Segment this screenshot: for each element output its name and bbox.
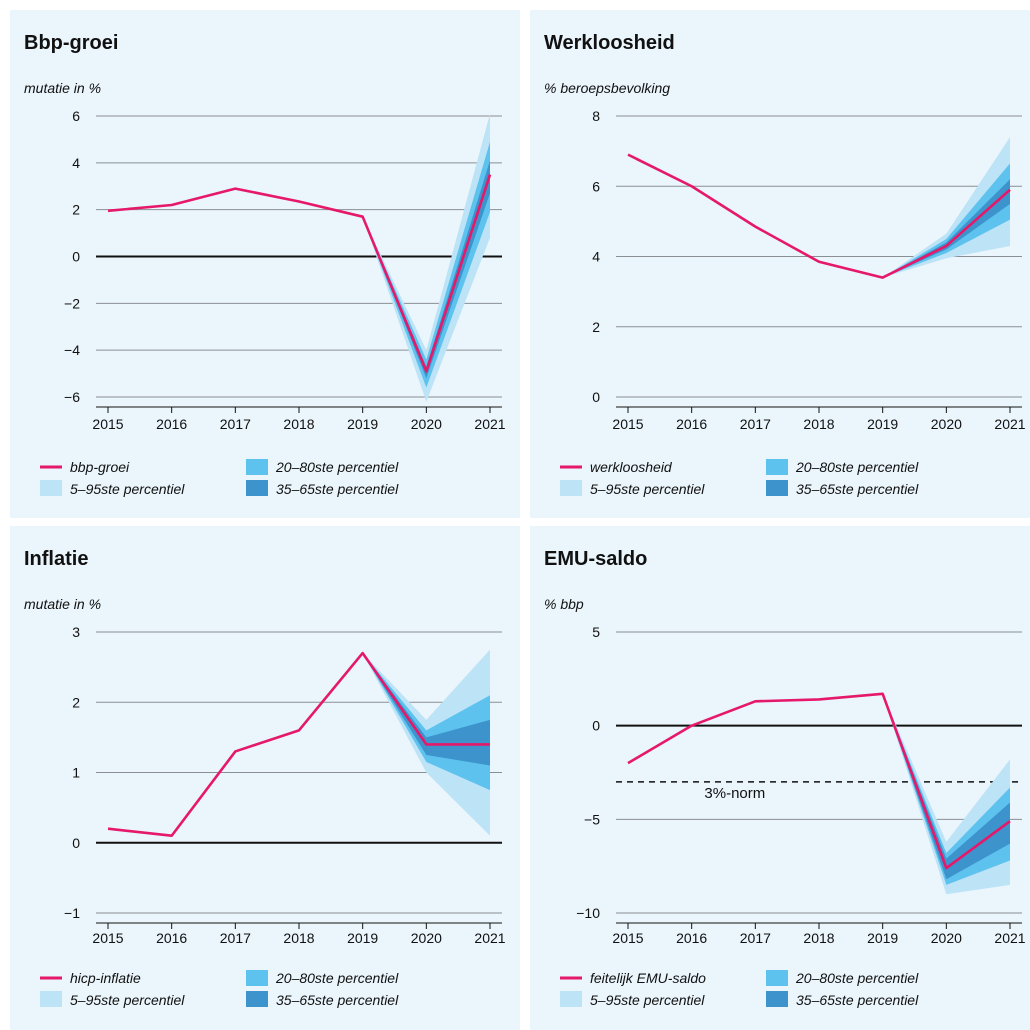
y-axis-label: % beroepsbevolking [544, 80, 671, 96]
x-tick-label: 2019 [347, 930, 378, 946]
legend-label-35-65: 35–65ste percentiel [276, 992, 399, 1008]
norm-label: 3%-norm [704, 785, 765, 802]
chart-svg: 6 4 2 0 −2 −4 −6 2015 2016 2017 2018 2019 2020 2021 bb… [40, 108, 506, 497]
chart-title: Inflatie [24, 548, 89, 570]
x-tick-label: 2019 [867, 930, 898, 946]
legend-swatch-5-95 [560, 991, 582, 1007]
chart-panel-werkloosheid: Werkloosheid % beroepsbevolking 8 6 4 2 0 201… [530, 10, 1030, 518]
x-tick-label: 2015 [92, 930, 123, 946]
legend-label-5-95: 5–95ste percentiel [590, 992, 705, 1008]
legend-line-label: werkloosheid [590, 459, 673, 475]
legend-label-35-65: 35–65ste percentiel [796, 481, 919, 497]
y-tick-label: 2 [592, 319, 600, 335]
x-tick-label: 2020 [931, 930, 962, 946]
series-line [107, 651, 490, 838]
y-tick-label: 0 [72, 249, 80, 265]
x-tick-label: 2019 [347, 416, 378, 432]
x-tick-label: 2016 [676, 416, 707, 432]
y-tick-label: 6 [592, 178, 600, 194]
y-tick-label: −6 [64, 389, 80, 405]
x-tick-label: 2016 [156, 416, 187, 432]
legend-line-label: hicp-inflatie [70, 970, 141, 986]
x-tick-label: 2018 [283, 416, 314, 432]
y-tick-label: 6 [72, 108, 80, 124]
legend-line-label: bbp-groei [70, 459, 130, 475]
y-tick-label: 0 [72, 835, 80, 851]
y-axis-label: mutatie in % [24, 596, 102, 612]
legend-line-label: feitelijk EMU-saldo [590, 970, 706, 986]
legend-swatch-35-65 [246, 991, 268, 1007]
chart-svg: 5 0 −5 −10 3%-norm 2015 2016 2017 2018 2019 2020 20… [560, 624, 1026, 1008]
legend-label-20-80: 20–80ste percentiel [275, 970, 399, 986]
x-tick-label: 2018 [803, 416, 834, 432]
fan-band-35-65 [362, 653, 490, 766]
y-tick-label: 0 [592, 389, 600, 405]
y-tick-label: 8 [592, 108, 600, 124]
series-line [627, 153, 1011, 279]
legend-swatch-5-95 [560, 480, 582, 496]
legend-swatch-35-65 [766, 480, 788, 496]
x-tick-label: 2015 [612, 416, 643, 432]
legend-swatch-20-80 [766, 459, 788, 475]
chart-title: Bbp-groei [24, 32, 119, 54]
x-tick-label: 2020 [931, 416, 962, 432]
y-tick-label: 5 [592, 624, 600, 640]
legend-swatch-35-65 [246, 480, 268, 496]
x-tick-label: 2021 [474, 416, 505, 432]
legend-swatch-20-80 [766, 970, 788, 986]
chart-panel-bbp-groei: Bbp-groei mutatie in % 6 4 2 0 −2 −4 −6 2015 201… [10, 10, 520, 518]
x-tick-label: 2016 [676, 930, 707, 946]
y-tick-label: 4 [72, 155, 80, 171]
x-tick-label: 2020 [411, 416, 442, 432]
x-tick-label: 2015 [92, 416, 123, 432]
y-tick-label: 0 [592, 718, 600, 734]
y-tick-label: 2 [72, 694, 80, 710]
y-tick-label: −5 [584, 811, 600, 827]
x-tick-label: 2018 [283, 930, 314, 946]
legend-label-35-65: 35–65ste percentiel [796, 992, 919, 1008]
y-tick-label: 1 [72, 765, 80, 781]
legend-label-5-95: 5–95ste percentiel [70, 481, 185, 497]
y-tick-label: 3 [72, 624, 80, 640]
x-tick-label: 2018 [803, 930, 834, 946]
chart-panel-inflatie: Inflatie mutatie in % 3 2 1 0 −1 2015 2016 2017… [10, 526, 520, 1030]
legend-swatch-20-80 [246, 459, 268, 475]
legend-label-5-95: 5–95ste percentiel [590, 481, 705, 497]
legend-swatch-20-80 [246, 970, 268, 986]
legend-label-20-80: 20–80ste percentiel [795, 970, 919, 986]
chart-title: EMU-saldo [544, 548, 648, 570]
y-tick-label: −1 [64, 905, 80, 921]
chart-svg: 3 2 1 0 −1 2015 2016 2017 2018 2019 2020 2021 hicp-i… [40, 624, 506, 1008]
chart-panel-emu-saldo: EMU-saldo % bbp 5 0 −5 −10 3%-norm 2015 2016 20… [530, 526, 1030, 1030]
y-tick-label: −4 [64, 342, 80, 358]
y-tick-label: 4 [592, 249, 600, 265]
legend-swatch-35-65 [766, 991, 788, 1007]
y-tick-label: −2 [64, 295, 80, 311]
x-tick-label: 2020 [411, 930, 442, 946]
chart-title: Werkloosheid [544, 32, 675, 54]
y-tick-label: −10 [576, 905, 600, 921]
chart-svg: 8 6 4 2 0 2015 2016 2017 2018 2019 2020 2021 werkloo… [560, 108, 1026, 497]
y-axis-label: % bbp [544, 596, 584, 612]
x-tick-label: 2016 [156, 930, 187, 946]
y-tick-label: 2 [72, 202, 80, 218]
x-tick-label: 2017 [740, 930, 771, 946]
legend-label-20-80: 20–80ste percentiel [795, 459, 919, 475]
y-axis-label: mutatie in % [24, 80, 102, 96]
fan-band-5-95 [882, 137, 1010, 278]
x-tick-label: 2015 [612, 930, 643, 946]
x-tick-label: 2017 [220, 416, 251, 432]
legend-label-20-80: 20–80ste percentiel [275, 459, 399, 475]
legend-swatch-5-95 [40, 991, 62, 1007]
x-tick-label: 2019 [867, 416, 898, 432]
x-tick-label: 2021 [474, 930, 505, 946]
x-tick-label: 2021 [994, 416, 1025, 432]
x-tick-label: 2017 [220, 930, 251, 946]
fan-band-35-65 [882, 693, 1010, 880]
x-tick-label: 2017 [740, 416, 771, 432]
x-tick-label: 2021 [994, 930, 1025, 946]
legend-swatch-5-95 [40, 480, 62, 496]
legend-label-35-65: 35–65ste percentiel [276, 481, 399, 497]
legend-label-5-95: 5–95ste percentiel [70, 992, 185, 1008]
